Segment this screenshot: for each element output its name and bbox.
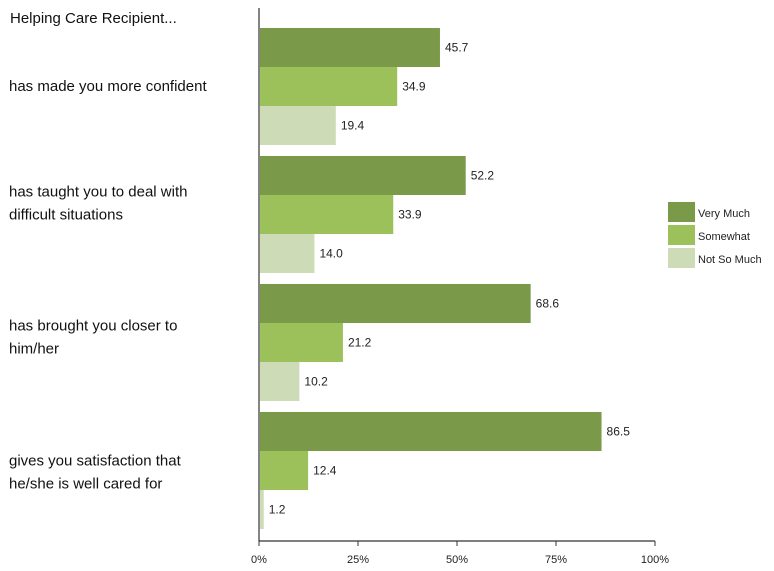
bars-group: 45.7 52.2 68.6 86.5 34.9 33.9 21.2 12.4 19.4 14.0… bbox=[260, 28, 630, 529]
legend-label: Not So Much bbox=[698, 254, 762, 266]
bar-very-much bbox=[260, 412, 602, 451]
legend: Very Much Somewhat Not So Much bbox=[668, 202, 762, 268]
legend-swatch bbox=[668, 225, 695, 245]
chart-title: Helping Care Recipient... bbox=[10, 10, 177, 27]
data-label: 34.9 bbox=[402, 80, 426, 94]
legend-swatch bbox=[668, 202, 695, 222]
bar-somewhat bbox=[260, 195, 394, 234]
data-label: 10.2 bbox=[304, 375, 328, 389]
data-label: 14.0 bbox=[319, 247, 343, 261]
x-axis: 0% 25% 50% 75% 100% bbox=[251, 8, 669, 566]
data-label: 45.7 bbox=[445, 41, 469, 55]
bar-somewhat bbox=[260, 67, 398, 106]
bar-very-much bbox=[260, 284, 531, 323]
data-label: 86.5 bbox=[607, 425, 631, 439]
bar-not-so-much bbox=[260, 106, 336, 145]
data-label: 19.4 bbox=[341, 119, 365, 133]
category-label: gives you satisfaction that he/she is wel… bbox=[9, 453, 182, 493]
bar-very-much bbox=[260, 28, 440, 67]
bar-very-much bbox=[260, 156, 466, 195]
category-label: has brought you closer to him/her bbox=[9, 318, 177, 358]
category-label: has taught you to deal with difficult sit… bbox=[9, 184, 187, 224]
legend-label: Very Much bbox=[698, 208, 750, 220]
category-label: has made you more confident bbox=[9, 78, 207, 95]
bar-somewhat bbox=[260, 323, 343, 362]
x-tick-label: 50% bbox=[446, 554, 468, 566]
bar-not-so-much bbox=[260, 490, 264, 529]
data-label: 68.6 bbox=[536, 297, 560, 311]
category-labels: has made you more confident has taught yo… bbox=[9, 78, 207, 493]
x-tick-label: 0% bbox=[251, 554, 267, 566]
bar-somewhat bbox=[260, 451, 309, 490]
x-tick-label: 25% bbox=[347, 554, 369, 566]
bar-not-so-much bbox=[260, 234, 315, 273]
x-tick-label: 75% bbox=[545, 554, 567, 566]
bar-not-so-much bbox=[260, 362, 300, 401]
x-tick-label: 100% bbox=[641, 554, 669, 566]
data-label: 1.2 bbox=[269, 503, 286, 517]
data-label: 21.2 bbox=[348, 336, 372, 350]
legend-label: Somewhat bbox=[698, 231, 750, 243]
legend-swatch bbox=[668, 248, 695, 268]
data-label: 33.9 bbox=[398, 208, 422, 222]
data-label: 52.2 bbox=[471, 169, 495, 183]
data-label: 12.4 bbox=[313, 464, 337, 478]
